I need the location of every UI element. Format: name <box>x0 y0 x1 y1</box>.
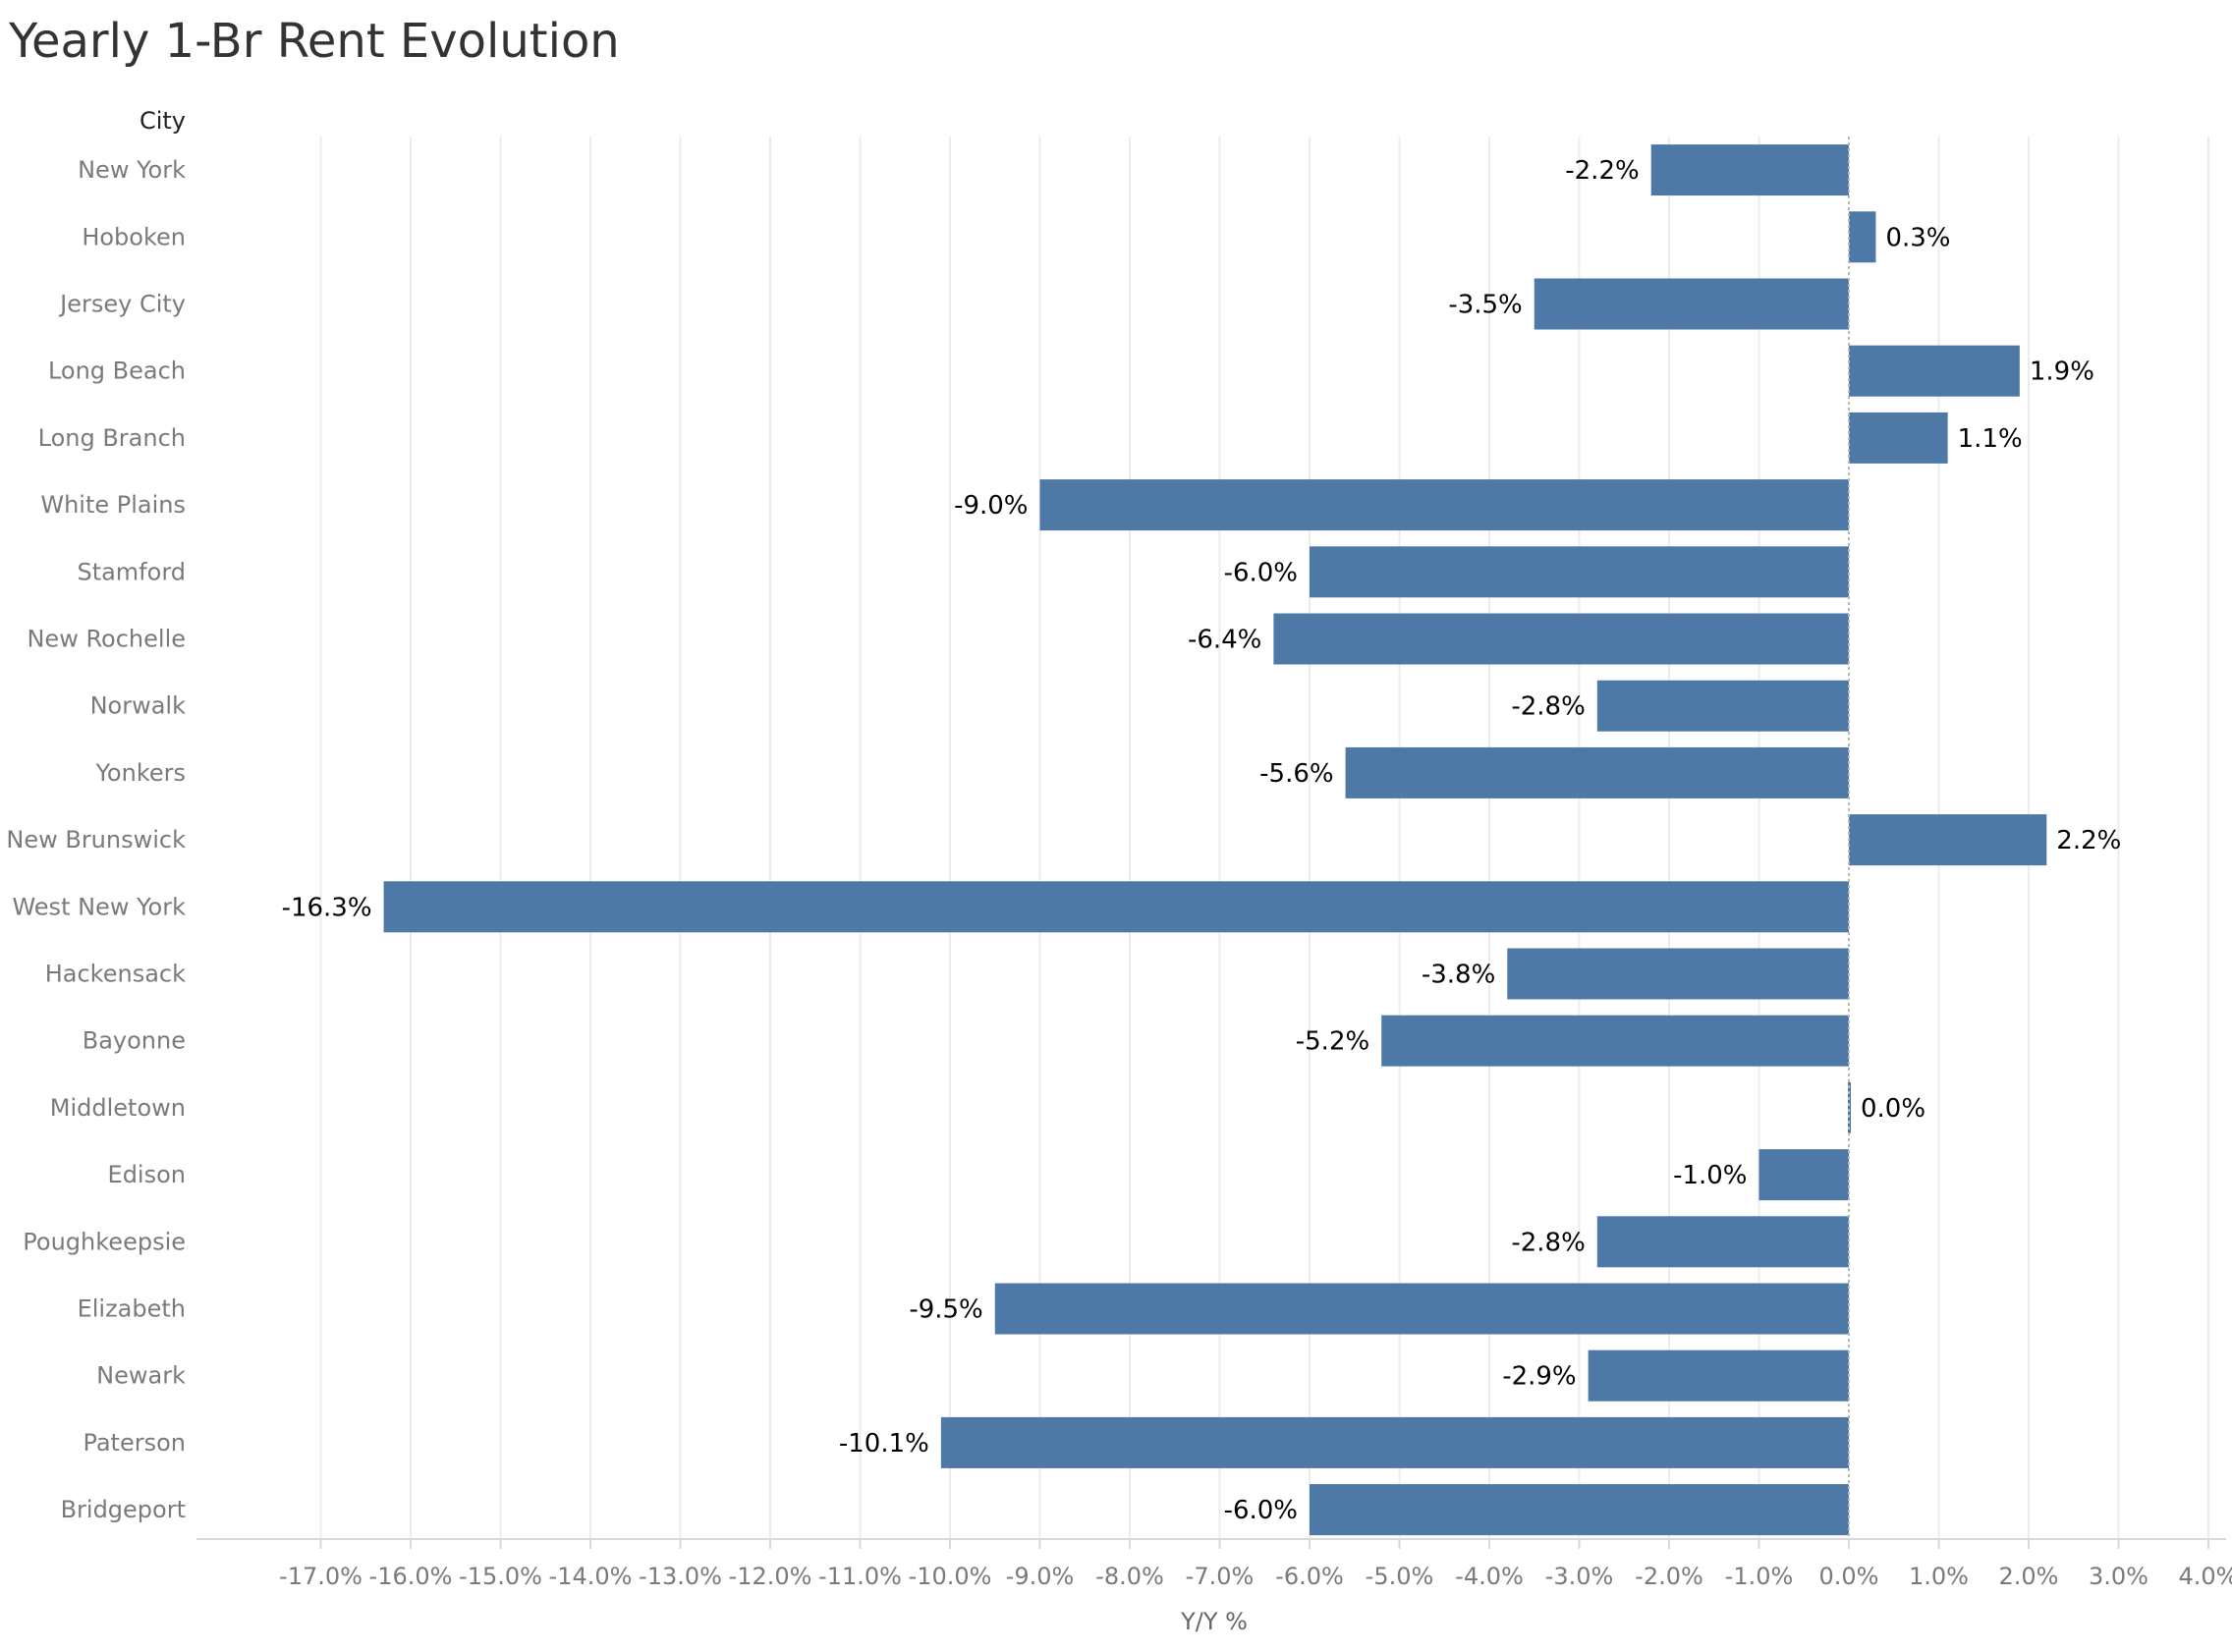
x-tick-label: -9.0% <box>1006 1563 1075 1590</box>
data-label: -6.4% <box>1188 626 1261 655</box>
category-label: Newark <box>96 1362 186 1390</box>
data-label: 1.9% <box>2030 358 2094 387</box>
x-tick-label: -5.0% <box>1366 1563 1434 1590</box>
bar[interactable] <box>1534 278 1849 330</box>
category-label: Bayonne <box>83 1027 186 1055</box>
category-label: West New York <box>12 893 186 920</box>
x-tick-label: -7.0% <box>1186 1563 1255 1590</box>
category-label: New Rochelle <box>27 626 186 653</box>
bars <box>383 144 2047 1536</box>
data-label: -3.8% <box>1422 961 1495 990</box>
bar[interactable] <box>1849 345 2020 397</box>
bar[interactable] <box>1650 144 1849 196</box>
bar[interactable] <box>940 1416 1849 1468</box>
category-label: White Plains <box>40 491 186 519</box>
data-label: -2.8% <box>1511 692 1585 722</box>
data-label: -9.0% <box>954 491 1028 521</box>
data-label: -6.0% <box>1224 1496 1298 1525</box>
data-label: -9.5% <box>909 1295 982 1325</box>
bar[interactable] <box>1849 814 2047 866</box>
x-tick-label: 0.0% <box>1819 1563 1879 1590</box>
x-tick-label: -1.0% <box>1725 1563 1794 1590</box>
x-tick-label: -13.0% <box>639 1563 722 1590</box>
category-label: Middletown <box>50 1094 186 1122</box>
category-label: Long Beach <box>48 358 186 385</box>
data-label: -2.2% <box>1565 156 1639 186</box>
category-label: New Brunswick <box>6 826 186 854</box>
x-tick-label: -8.0% <box>1095 1563 1164 1590</box>
bar[interactable] <box>1596 680 1849 732</box>
category-label: Yonkers <box>94 759 186 787</box>
category-label: Jersey City <box>58 291 186 318</box>
x-tick-label: -2.0% <box>1635 1563 1703 1590</box>
data-label: -2.9% <box>1502 1362 1576 1392</box>
data-label: 0.3% <box>1885 223 1950 252</box>
x-axis-title: Y/Y % <box>1180 1608 1248 1635</box>
data-label: -2.8% <box>1511 1228 1585 1257</box>
category-label: New York <box>78 156 186 184</box>
x-tick-label: 3.0% <box>2089 1563 2148 1590</box>
bar[interactable] <box>1310 546 1849 598</box>
category-label: Long Branch <box>38 424 186 452</box>
data-label: -6.0% <box>1224 558 1298 587</box>
category-label: Norwalk <box>90 692 187 720</box>
data-labels: -2.2% 0.3% -3.5% 1.9% 1.1% -9.0% -6.0% -6.4% -2.… <box>282 156 2122 1525</box>
category-label: Stamford <box>77 558 186 585</box>
bar[interactable] <box>1310 1484 1849 1536</box>
bar[interactable] <box>1848 1081 1851 1133</box>
x-tick-label: 4.0% <box>2179 1563 2232 1590</box>
x-tick-label: -17.0% <box>279 1563 363 1590</box>
data-label: 2.2% <box>2056 826 2121 855</box>
bar[interactable] <box>1039 479 1850 531</box>
data-label: 0.0% <box>1861 1094 1925 1124</box>
category-label: Paterson <box>83 1429 186 1457</box>
bar[interactable] <box>994 1283 1849 1335</box>
data-label: -16.3% <box>282 893 372 922</box>
category-label: Edison <box>108 1161 186 1188</box>
bar[interactable] <box>383 881 1849 933</box>
bar[interactable] <box>1273 613 1849 665</box>
x-tick-label: -3.0% <box>1545 1563 1614 1590</box>
data-label: -5.2% <box>1296 1027 1369 1057</box>
data-label: -1.0% <box>1673 1161 1747 1190</box>
x-tick-label: -10.0% <box>909 1563 992 1590</box>
data-label: -10.1% <box>839 1429 929 1459</box>
category-label: Hoboken <box>82 223 186 250</box>
bar[interactable] <box>1507 948 1849 1000</box>
data-label: 1.1% <box>1958 424 2023 454</box>
chart-title: Yearly 1-Br Rent Evolution <box>9 14 620 69</box>
bar[interactable] <box>1758 1149 1850 1201</box>
x-tick-label: 1.0% <box>1909 1563 1969 1590</box>
x-tick-label: -14.0% <box>549 1563 633 1590</box>
bar[interactable] <box>1596 1216 1849 1268</box>
category-label: Bridgeport <box>61 1496 186 1523</box>
x-tick-label: -4.0% <box>1455 1563 1524 1590</box>
x-tick-label: -16.0% <box>369 1563 453 1590</box>
category-label: Poughkeepsie <box>23 1228 186 1255</box>
bar[interactable] <box>1849 412 1948 464</box>
category-label: Elizabeth <box>78 1295 186 1323</box>
x-tick-label: -15.0% <box>459 1563 542 1590</box>
data-label: -5.6% <box>1259 759 1333 789</box>
category-label: Hackensack <box>45 961 186 988</box>
category-labels: New York Hoboken Jersey City Long Beach Long… <box>6 156 186 1523</box>
bar[interactable] <box>1588 1349 1849 1402</box>
x-tick-label: -12.0% <box>729 1563 812 1590</box>
bar[interactable] <box>1345 746 1849 798</box>
bar[interactable] <box>1381 1015 1849 1067</box>
x-axis-ticks: -17.0% -16.0% -15.0% -14.0% -13.0% -12.0% -11.… <box>196 1538 2232 1590</box>
row-header: City <box>140 107 186 135</box>
x-tick-label: 2.0% <box>1999 1563 2059 1590</box>
data-label: -3.5% <box>1448 291 1522 320</box>
x-tick-label: -6.0% <box>1275 1563 1344 1590</box>
x-tick-label: -11.0% <box>818 1563 902 1590</box>
bar[interactable] <box>1849 211 1876 263</box>
